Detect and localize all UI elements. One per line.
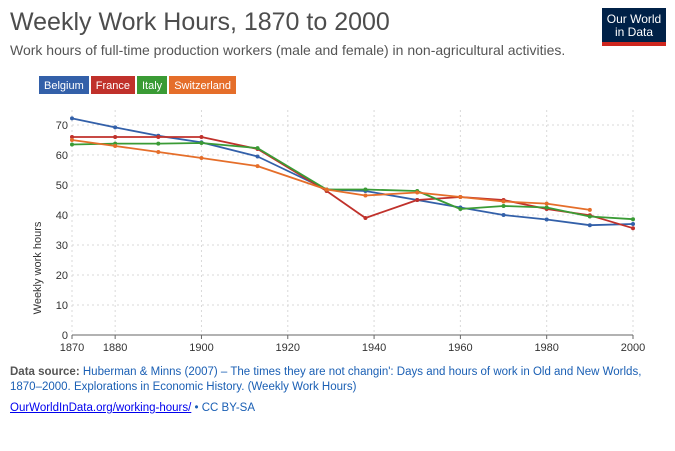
data-point-italy[interactable]	[587, 214, 592, 219]
x-tick-label: 1960	[448, 342, 472, 354]
data-point-belgium[interactable]	[255, 154, 260, 159]
data-source: Data source: Huberman & Minns (2007) – T…	[10, 365, 650, 395]
data-point-switzerland[interactable]	[255, 164, 260, 169]
data-point-switzerland[interactable]	[363, 193, 368, 198]
series-line-italy[interactable]	[71, 142, 634, 221]
data-point-switzerland[interactable]	[113, 144, 118, 148]
x-tick-label: 1940	[362, 342, 386, 354]
data-point-italy[interactable]	[458, 207, 463, 211]
data-point-belgium[interactable]	[113, 125, 118, 130]
data-point-italy[interactable]	[156, 141, 161, 146]
data-point-france[interactable]	[363, 216, 368, 220]
data-point-switzerland[interactable]	[324, 187, 329, 192]
series-lines	[70, 116, 635, 231]
x-tick-label: 1920	[276, 342, 300, 354]
chart-grid	[71, 110, 634, 339]
data-point-belgium[interactable]	[631, 222, 635, 226]
page-url-link[interactable]: OurWorldInData.org/working-hours/	[10, 402, 192, 414]
y-tick-label: 0	[62, 330, 68, 342]
data-point-italy[interactable]	[363, 187, 368, 192]
logo-line-2: in Data	[614, 25, 654, 39]
data-point-switzerland[interactable]	[501, 199, 506, 204]
chart-subtitle: Work hours of full-time production worke…	[10, 42, 566, 58]
source-label: Data source:	[10, 366, 80, 378]
data-point-switzerland[interactable]	[156, 150, 161, 154]
license-link[interactable]: • CC BY-SA	[191, 402, 256, 414]
series-line-switzerland[interactable]	[71, 139, 590, 211]
data-point-italy[interactable]	[501, 204, 506, 208]
chart-legend: Belgium France Italy Switzerland	[38, 75, 238, 95]
data-point-switzerland[interactable]	[415, 190, 420, 195]
data-point-switzerland[interactable]	[199, 156, 204, 160]
data-point-italy[interactable]	[255, 146, 260, 151]
data-point-italy[interactable]	[631, 217, 635, 222]
data-point-switzerland[interactable]	[70, 138, 74, 142]
data-point-belgium[interactable]	[544, 217, 549, 222]
chart-title: Weekly Work Hours, 1870 to 2000	[10, 8, 390, 36]
source-link[interactable]: Huberman & Minns (2007) – The times they…	[10, 366, 642, 393]
series-switzerland	[70, 138, 592, 212]
line-chart: 0 10 20 30 40 50 60 70 1870 1880 1900 1920 1940 1960…	[32, 110, 645, 354]
y-axis-label: Weekly work hours	[32, 221, 44, 314]
data-point-switzerland[interactable]	[544, 201, 549, 206]
data-point-switzerland[interactable]	[587, 207, 592, 212]
y-tick-label: 10	[56, 300, 68, 312]
data-point-france[interactable]	[156, 135, 161, 139]
data-point-belgium[interactable]	[501, 213, 506, 217]
logo-accent-bar	[602, 42, 666, 46]
y-tick-label: 50	[56, 180, 68, 192]
y-axis-ticks: 0 10 20 30 40 50 60 70	[56, 120, 68, 342]
y-tick-label: 70	[56, 120, 68, 132]
data-point-france[interactable]	[631, 226, 635, 231]
y-tick-label: 20	[56, 270, 68, 282]
legend-item-belgium[interactable]: Belgium	[38, 75, 90, 95]
owid-logo[interactable]: Our World in Data	[602, 8, 666, 46]
logo-line-1: Our World	[606, 12, 662, 26]
x-tick-label: 1880	[103, 342, 127, 354]
legend-item-france[interactable]: France	[89, 75, 136, 95]
legend-item-italy[interactable]: Italy	[136, 75, 169, 95]
data-point-italy[interactable]	[70, 142, 74, 147]
footer-links: OurWorldInData.org/working-hours/ • CC B…	[10, 402, 255, 414]
data-point-france[interactable]	[70, 135, 74, 139]
y-tick-label: 30	[56, 240, 68, 252]
x-tick-label: 1870	[60, 342, 84, 354]
data-point-italy[interactable]	[199, 141, 204, 145]
data-point-france[interactable]	[113, 135, 118, 139]
series-belgium	[70, 116, 635, 228]
data-point-belgium[interactable]	[70, 116, 74, 121]
data-point-france[interactable]	[415, 198, 420, 202]
x-tick-label: 1980	[534, 342, 558, 354]
data-point-belgium[interactable]	[587, 223, 592, 228]
data-point-italy[interactable]	[544, 205, 549, 210]
legend-item-switzerland[interactable]: Switzerland	[168, 75, 238, 95]
y-tick-label: 40	[56, 210, 68, 222]
x-axis-ticks: 1870 1880 1900 1920 1940 1960 1980 2000	[60, 342, 645, 354]
data-point-france[interactable]	[199, 135, 204, 139]
y-tick-label: 60	[56, 150, 68, 162]
data-point-switzerland[interactable]	[458, 195, 463, 199]
x-tick-label: 2000	[621, 342, 645, 354]
series-france	[70, 135, 635, 231]
x-tick-label: 1900	[189, 342, 213, 354]
